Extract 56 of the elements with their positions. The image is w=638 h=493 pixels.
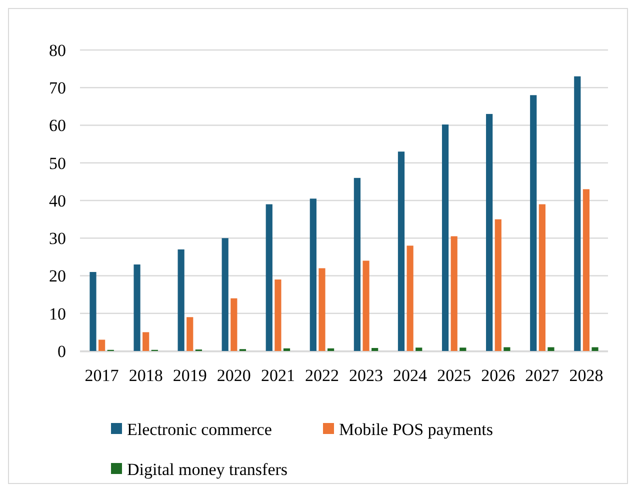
bar xyxy=(592,347,598,351)
x-tick-label: 2018 xyxy=(128,366,163,385)
bar xyxy=(538,204,546,351)
bar xyxy=(450,236,458,351)
bar xyxy=(283,348,290,351)
y-tick-label: 80 xyxy=(49,40,66,60)
bar xyxy=(574,76,581,351)
y-tick-label: 60 xyxy=(49,116,66,136)
bar xyxy=(274,280,282,351)
bar xyxy=(90,272,96,351)
bar xyxy=(222,238,228,351)
bar xyxy=(372,348,378,351)
y-tick-label: 0 xyxy=(58,342,66,361)
y-tick-label: 50 xyxy=(49,154,66,173)
bar xyxy=(142,332,150,351)
legend-label: Electronic commerce xyxy=(127,420,272,439)
bar xyxy=(266,204,272,351)
x-tick-label: 2023 xyxy=(349,366,384,385)
y-tick-label: 10 xyxy=(49,304,66,324)
bar xyxy=(486,114,493,351)
x-tick-label: 2024 xyxy=(393,366,428,385)
bar xyxy=(406,246,414,351)
bar xyxy=(398,152,405,351)
x-tick-label: 2019 xyxy=(172,366,207,385)
bar xyxy=(416,348,422,351)
bar xyxy=(98,340,106,351)
y-tick-label: 20 xyxy=(49,266,66,286)
legend-label: Digital money transfers xyxy=(127,460,288,479)
x-tick-label: 2025 xyxy=(437,366,472,385)
bar xyxy=(134,264,140,351)
bar xyxy=(318,268,326,351)
bar xyxy=(354,178,361,351)
x-tick-label: 2026 xyxy=(481,366,516,385)
bar xyxy=(230,298,238,351)
y-tick-label: 40 xyxy=(49,191,66,210)
bar xyxy=(178,249,184,351)
bar xyxy=(460,348,466,351)
bar xyxy=(327,348,334,351)
bar xyxy=(494,219,502,351)
x-tick-label: 2028 xyxy=(569,366,604,385)
bar xyxy=(442,124,449,351)
legend-label: Mobile POS payments xyxy=(339,420,493,439)
x-tick-label: 2027 xyxy=(525,366,560,385)
bar xyxy=(186,317,194,351)
y-tick-label: 30 xyxy=(49,229,66,248)
bar xyxy=(362,260,370,351)
bar xyxy=(310,198,316,351)
bar xyxy=(504,347,510,351)
x-tick-label: 2017 xyxy=(84,366,120,385)
x-tick-label: 2022 xyxy=(304,366,339,385)
y-tick-label: 70 xyxy=(49,78,66,98)
x-tick-label: 2021 xyxy=(260,366,295,385)
bar xyxy=(548,347,554,351)
bar xyxy=(582,189,590,351)
x-tick-label: 2020 xyxy=(216,366,251,385)
bar xyxy=(530,95,537,351)
